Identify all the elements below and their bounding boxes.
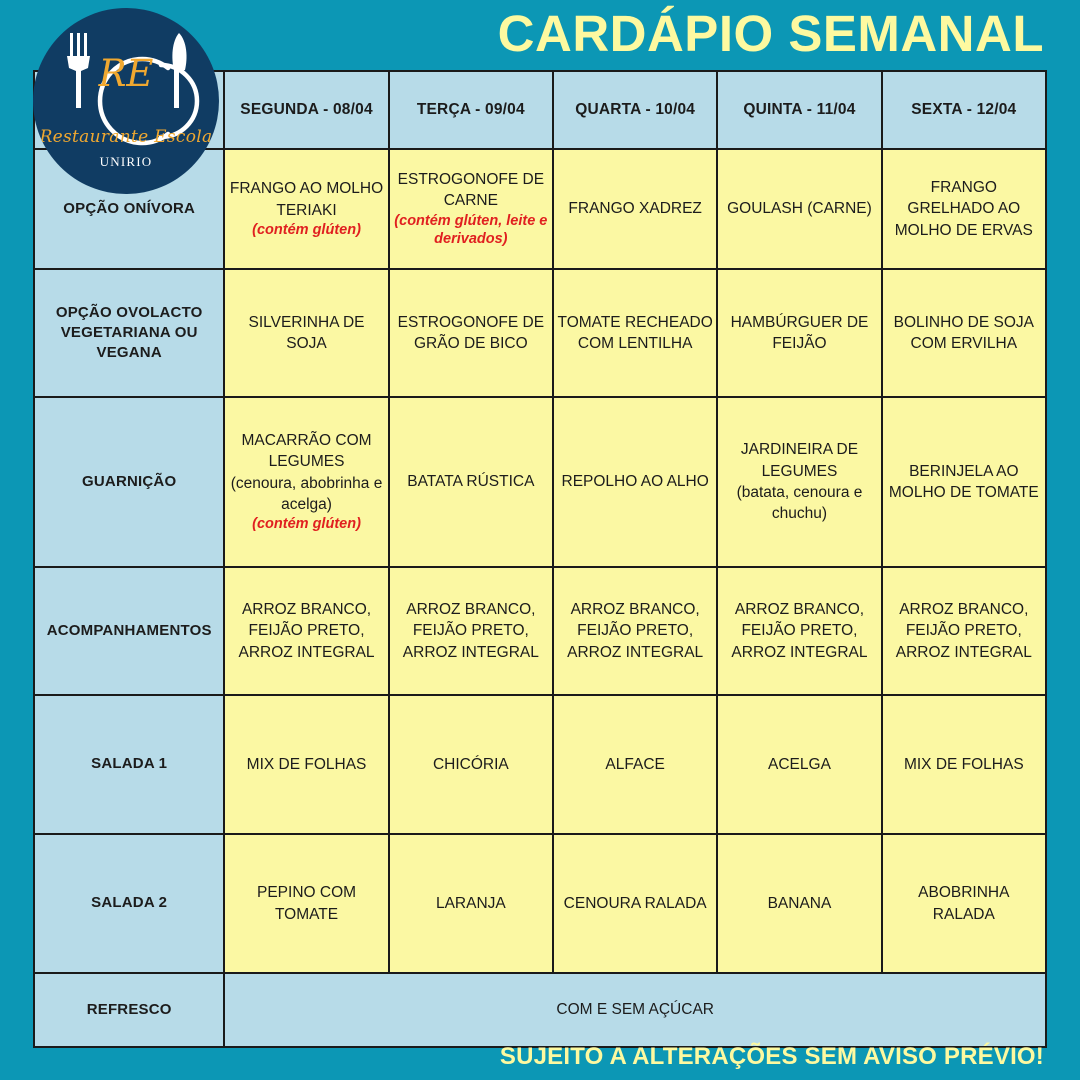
weekly-menu-table: SEGUNDA - 08/04 TERÇA - 09/04 QUARTA - 1…	[32, 70, 1048, 1048]
cell-main: ARROZ BRANCO, FEIJÃO PRETO, ARROZ INTEGR…	[238, 600, 375, 661]
cell-main: FRANGO XADREZ	[568, 200, 702, 218]
cell-main: ABOBRINHA RALADA	[918, 884, 1010, 923]
cell-salada2-segunda: PEPINO COM TOMATE	[223, 833, 390, 974]
cell-main: ESTROGONOFE DE GRÃO DE BICO	[397, 313, 545, 352]
row-label-vegetariana: OPÇÃO OVOLACTO VEGETARIANA OU VEGANA	[32, 268, 226, 398]
cell-main: ACELGA	[768, 755, 831, 773]
cell-main: FRANGO AO MOLHO TERIAKI	[229, 180, 384, 219]
cell-salada2-quarta: CENOURA RALADA	[551, 833, 719, 974]
cell-veg-quarta: TOMATE RECHEADO COM LENTILHA	[551, 268, 719, 398]
day-header-segunda: SEGUNDA - 08/04	[223, 70, 390, 150]
cell-main: ALFACE	[605, 755, 665, 773]
cell-guarnicao-quarta: REPOLHO AO ALHO	[551, 396, 719, 568]
cell-acomp-terca: ARROZ BRANCO, FEIJÃO PRETO, ARROZ INTEGR…	[387, 566, 555, 696]
cell-main: CENOURA RALADA	[563, 894, 707, 912]
cell-main: GOULASH (CARNE)	[727, 200, 872, 218]
cell-main: HAMBÚRGUER DE FEIJÃO	[730, 313, 869, 352]
cell-main: TOMATE RECHEADO COM LENTILHA	[557, 313, 713, 352]
cell-onivora-quarta: FRANGO XADREZ	[551, 148, 719, 270]
cell-onivora-sexta: FRANGO GRELHADO AO MOLHO DE ERVAS	[880, 148, 1048, 270]
knife-icon	[172, 33, 187, 108]
logo-art: RE	[67, 33, 200, 146]
title-banner: CARDÁPIO SEMANAL	[0, 0, 1080, 66]
footer-banner: SUJEITO A ALTERAÇÕES SEM AVISO PRÉVIO!	[0, 1034, 1080, 1080]
cell-main: ESTROGONOFE DE CARNE	[397, 170, 545, 210]
logo-institution: UNIRIO	[99, 154, 153, 169]
cell-veg-segunda: SILVERINHA DE SOJA	[223, 268, 390, 398]
cell-guarnicao-segunda: MACARRÃO COM LEGUMES (cenoura, abobrinha…	[223, 396, 390, 568]
cell-salada1-sexta: MIX DE FOLHAS	[880, 694, 1048, 835]
table-row: SALADA 1 MIX DE FOLHAS CHICÓRIA ALFACE A…	[32, 694, 1048, 835]
logo-monogram: RE	[98, 52, 154, 95]
fork-icon	[67, 33, 90, 108]
logo-name: Restaurante Escola	[39, 127, 213, 147]
cell-onivora-quinta: GOULASH (CARNE)	[716, 148, 883, 270]
cell-main: BATATA RÚSTICA	[407, 473, 535, 491]
cell-main: ARROZ BRANCO, FEIJÃO PRETO, ARROZ INTEGR…	[895, 600, 1032, 661]
cell-main: ARROZ BRANCO, FEIJÃO PRETO, ARROZ INTEGR…	[567, 600, 704, 661]
cell-main: MIX DE FOLHAS	[246, 755, 367, 773]
cell-refresco-all-days: COM E SEM AÇÚCAR	[223, 972, 1047, 1048]
row-label-salada-2: SALADA 2	[32, 833, 226, 974]
cell-main: ARROZ BRANCO, FEIJÃO PRETO, ARROZ INTEGR…	[402, 600, 539, 661]
cell-main: BERINJELA AO MOLHO DE TOMATE	[888, 462, 1039, 501]
cell-salada2-terca: LARANJA	[387, 833, 555, 974]
disclaimer-note: SUJEITO A ALTERAÇÕES SEM AVISO PRÉVIO!	[499, 1043, 1044, 1070]
cell-salada1-quarta: ALFACE	[551, 694, 719, 835]
cell-salada1-terca: CHICÓRIA	[387, 694, 555, 835]
day-header-quinta: QUINTA - 11/04	[716, 70, 883, 150]
cell-detail: (cenoura, abobrinha e acelga)	[230, 474, 383, 513]
gluten-warning: (contém glúten)	[252, 221, 361, 238]
cell-acomp-sexta: ARROZ BRANCO, FEIJÃO PRETO, ARROZ INTEGR…	[880, 566, 1048, 696]
cell-salada1-quinta: ACELGA	[716, 694, 883, 835]
cell-veg-quinta: HAMBÚRGUER DE FEIJÃO	[716, 268, 883, 398]
cell-main: SILVERINHA DE SOJA	[248, 313, 365, 352]
cell-main: ARROZ BRANCO, FEIJÃO PRETO, ARROZ INTEGR…	[731, 600, 868, 661]
cell-acomp-segunda: ARROZ BRANCO, FEIJÃO PRETO, ARROZ INTEGR…	[223, 566, 390, 696]
cell-salada2-sexta: ABOBRINHA RALADA	[880, 833, 1048, 974]
day-header-terca: TERÇA - 09/04	[387, 70, 555, 150]
logo: RE Restaurante Escola UNIRIO	[33, 8, 219, 194]
cell-onivora-terca: ESTROGONOFE DE CARNE (contém glúten, lei…	[387, 148, 555, 270]
cell-guarnicao-sexta: BERINJELA AO MOLHO DE TOMATE	[880, 396, 1048, 568]
day-header-sexta: SEXTA - 12/04	[880, 70, 1048, 150]
row-label-acompanhamentos: ACOMPANHAMENTOS	[32, 566, 226, 696]
gluten-warning: (contém glúten, leite e derivados)	[394, 212, 548, 248]
table-row: ACOMPANHAMENTOS ARROZ BRANCO, FEIJÃO PRE…	[32, 566, 1048, 696]
cell-main: MACARRÃO COM LEGUMES	[241, 431, 372, 471]
cell-veg-terca: ESTROGONOFE DE GRÃO DE BICO	[387, 268, 555, 398]
cell-acomp-quinta: ARROZ BRANCO, FEIJÃO PRETO, ARROZ INTEGR…	[716, 566, 883, 696]
table-row: SALADA 2 PEPINO COM TOMATE LARANJA CENOU…	[32, 833, 1048, 974]
cell-salada1-segunda: MIX DE FOLHAS	[223, 694, 390, 835]
cell-guarnicao-quinta: JARDINEIRA DE LEGUMES (batata, cenoura e…	[716, 396, 883, 568]
cell-acomp-quarta: ARROZ BRANCO, FEIJÃO PRETO, ARROZ INTEGR…	[551, 566, 719, 696]
cell-main: BOLINHO DE SOJA COM ERVILHA	[893, 313, 1035, 352]
cell-veg-sexta: BOLINHO DE SOJA COM ERVILHA	[880, 268, 1048, 398]
row-label-guarnicao: GUARNIÇÃO	[32, 396, 226, 568]
table-row: REFRESCO COM E SEM AÇÚCAR	[32, 972, 1047, 1048]
row-label-refresco: REFRESCO	[32, 972, 226, 1048]
table-row: GUARNIÇÃO MACARRÃO COM LEGUMES (cenoura,…	[32, 396, 1048, 568]
gluten-warning: (contém glúten)	[252, 516, 361, 533]
cell-main: JARDINEIRA DE LEGUMES	[740, 441, 859, 480]
cell-main: BANANA	[767, 894, 832, 912]
day-header-quarta: QUARTA - 10/04	[551, 70, 719, 150]
cell-main: LARANJA	[435, 894, 506, 912]
cell-main: REPOLHO AO ALHO	[561, 473, 709, 491]
cell-main: FRANGO GRELHADO AO MOLHO DE ERVAS	[894, 178, 1033, 239]
page-title: CARDÁPIO SEMANAL	[497, 4, 1044, 62]
cell-main: PEPINO COM TOMATE	[257, 884, 357, 923]
cell-main: MIX DE FOLHAS	[903, 755, 1024, 773]
cell-main: CHICÓRIA	[432, 755, 509, 773]
table-row: OPÇÃO OVOLACTO VEGETARIANA OU VEGANA SIL…	[32, 268, 1048, 398]
row-label-salada-1: SALADA 1	[32, 694, 226, 835]
cell-detail: (batata, cenoura e chuchu)	[736, 484, 863, 523]
cell-salada2-quinta: BANANA	[716, 833, 883, 974]
cell-onivora-segunda: FRANGO AO MOLHO TERIAKI (contém glúten)	[223, 148, 390, 270]
cell-guarnicao-terca: BATATA RÚSTICA	[387, 396, 555, 568]
